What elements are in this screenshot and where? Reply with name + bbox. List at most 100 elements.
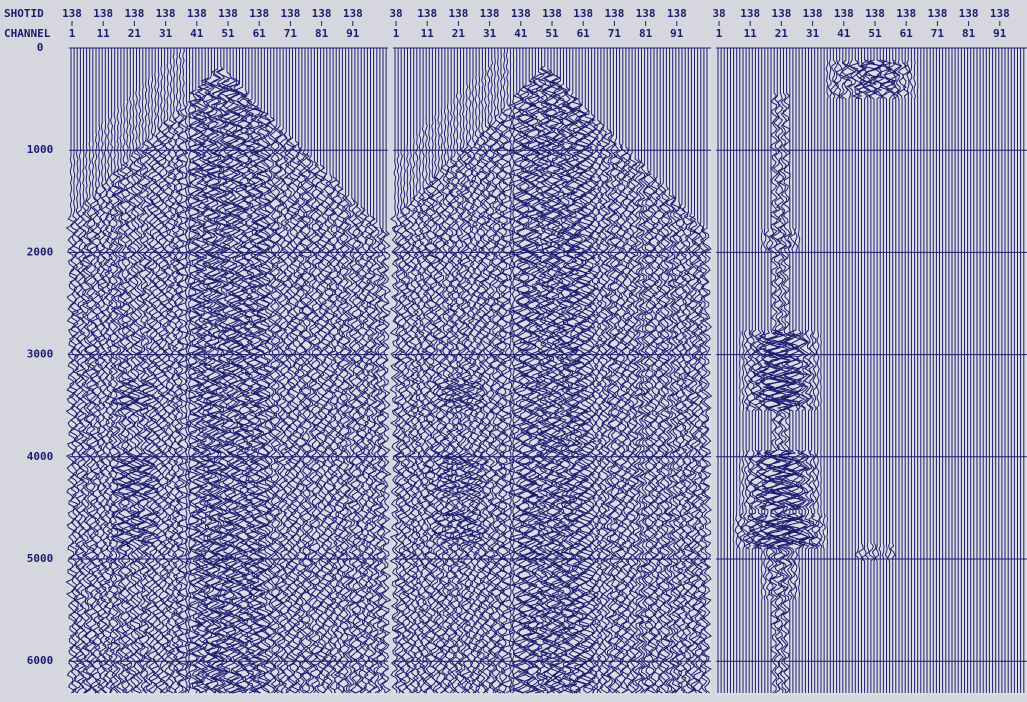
trace [395,48,407,694]
trace [131,48,149,694]
trace [137,48,155,694]
trace [766,48,795,694]
trace [399,48,410,694]
trace [880,48,896,693]
shotid-label: 138 [959,7,979,20]
trace [739,48,747,693]
trace [551,48,569,694]
trace [155,48,168,694]
trace [361,48,373,694]
trace [90,48,102,694]
trace [296,48,308,694]
channel-label: 41 [190,27,204,40]
trace [433,48,444,694]
shotid-label: 138 [93,7,113,20]
trace [168,48,180,694]
trace [364,48,377,694]
trace [343,48,355,694]
trace [411,48,423,694]
trace [676,48,688,694]
channel-label: 1 [393,27,400,40]
trace [432,48,451,694]
channel-label: 91 [346,27,360,40]
trace [855,48,877,693]
channel-label: 1 [69,27,76,40]
trace [165,48,177,694]
trace [99,48,112,694]
shotid-label: 138 [834,7,854,20]
trace [548,48,567,694]
trace [864,48,886,693]
trace [827,48,833,693]
channel-label: 11 [97,27,111,40]
trace [333,48,345,694]
trace [829,48,837,693]
trace [118,48,137,694]
trace [750,48,772,693]
trace [340,48,352,694]
time-label: 3000 [27,348,54,361]
shotid-label: 138 [280,7,300,20]
trace [349,48,361,694]
trace [756,48,779,693]
trace [153,48,165,694]
trace [657,48,669,694]
trace [682,48,694,694]
trace [452,48,469,694]
trace [441,48,457,694]
trace [639,48,650,694]
trace [455,48,472,694]
trace [760,48,788,694]
shotid-label: 138 [771,7,791,20]
trace [859,48,878,693]
trace [264,48,277,694]
trace [893,48,903,693]
trace [792,48,810,693]
trace [371,48,383,694]
shotid-label: 138 [604,7,624,20]
trace [542,48,560,694]
trace [529,48,547,694]
trace [508,48,513,694]
channel-label: 71 [608,27,622,40]
trace [324,48,336,694]
trace [277,48,289,694]
shotid-label: 138 [417,7,437,20]
trace [65,48,77,694]
channel-label: 71 [931,27,945,40]
channel-label: 81 [639,27,653,40]
shotid-label: 138 [667,7,687,20]
shotid-label: 138 [62,7,82,20]
trace [813,48,823,693]
trace [81,48,93,694]
trace [287,48,299,694]
shotid-header: SHOTID [4,7,44,20]
trace [486,48,498,694]
channel-label: 61 [577,27,591,40]
trace [420,48,432,694]
trace [840,48,853,693]
trace [614,48,626,694]
trace [74,48,86,694]
channel-label: 31 [483,27,497,40]
trace [299,48,311,694]
trace [554,48,572,694]
trace [71,48,83,694]
trace [539,48,557,694]
shotid-label: 138 [218,7,238,20]
trace [585,48,598,694]
trace [648,48,660,694]
trace [514,48,532,694]
trace [249,48,267,694]
trace [822,48,826,693]
trace [377,48,389,694]
trace [913,48,917,693]
channel-label: 31 [159,27,173,40]
channel-label: 21 [128,27,142,40]
trace [159,48,171,694]
shotid-label: 138 [156,7,176,20]
channel-label: 51 [868,27,882,40]
trace [629,48,641,694]
